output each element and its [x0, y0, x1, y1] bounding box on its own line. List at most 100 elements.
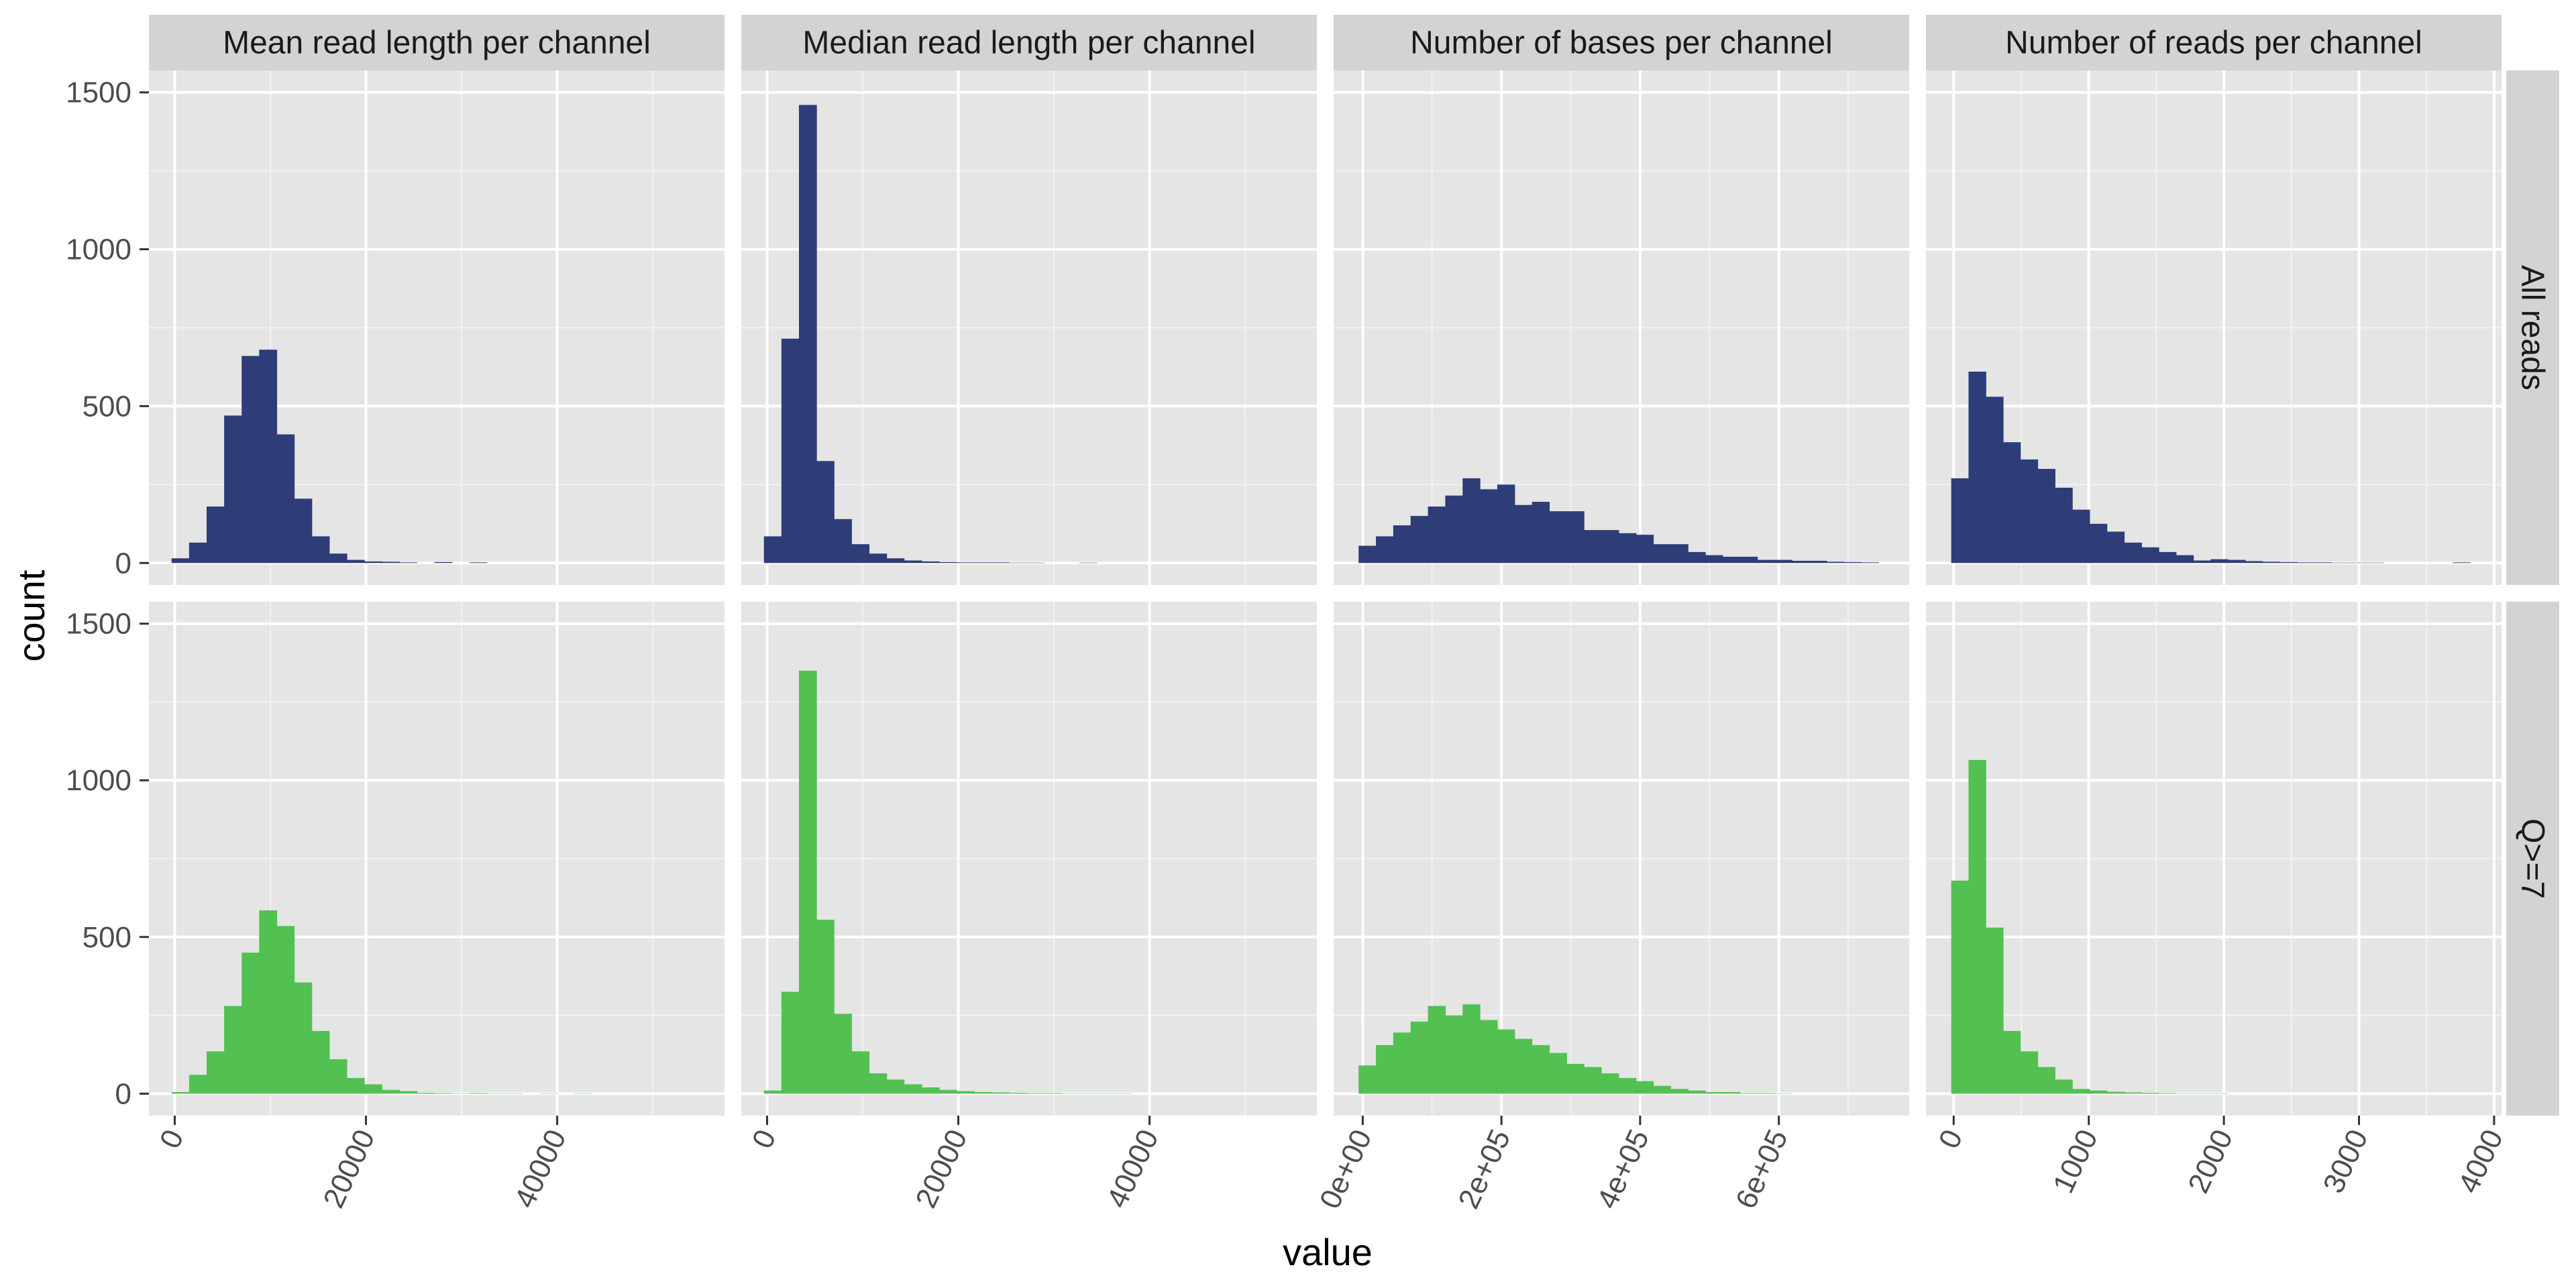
histogram-bar	[886, 558, 905, 564]
histogram-bar	[1618, 533, 1637, 564]
facet-strip-number-of-reads-per-channel	[1926, 15, 2502, 70]
histogram-bar	[2279, 561, 2298, 564]
x-tick-label: 0	[746, 1125, 783, 1154]
histogram-bar	[781, 991, 800, 1094]
histogram-bar	[2072, 509, 2090, 564]
histogram-bar	[1445, 1015, 1463, 1094]
x-tick-label: 20000	[909, 1125, 973, 1214]
histogram-bar	[1480, 1020, 1498, 1094]
histogram-bar	[1635, 535, 1654, 564]
x-tick-label: 0e+00	[1313, 1125, 1379, 1214]
histogram-bar	[1079, 562, 1097, 564]
panel-median-read-length-per-channel-qge7	[741, 602, 1317, 1116]
histogram-bar	[798, 670, 817, 1094]
histogram-bar	[1774, 559, 1792, 564]
histogram-bar	[1843, 561, 1862, 564]
histogram-bar	[904, 1084, 922, 1094]
histogram-bar	[294, 498, 313, 564]
x-tick-label: 20000	[317, 1125, 381, 1214]
histogram-bar	[1653, 544, 1671, 564]
histogram-bar	[1739, 556, 1758, 564]
histogram-bar	[1566, 1063, 1585, 1094]
histogram-bar	[1566, 511, 1585, 564]
histogram-bar	[1809, 560, 1827, 564]
histogram-bar	[346, 559, 365, 564]
y-tick-label: 0	[115, 1077, 131, 1110]
histogram-bar	[1688, 1090, 1706, 1094]
x-tick-label: 4000	[2452, 1125, 2510, 1198]
histogram-bar	[382, 1089, 400, 1094]
histogram-bar	[1722, 556, 1741, 564]
histogram-bar	[1097, 1093, 1115, 1094]
histogram-bar	[1601, 1073, 1619, 1094]
panel-median-read-length-per-channel-all-reads	[741, 70, 1317, 585]
histogram-bar	[2366, 562, 2384, 564]
histogram-bar	[2124, 1092, 2142, 1094]
histogram-bar	[957, 562, 975, 564]
histogram-bar	[2331, 562, 2350, 564]
x-axis-title: value	[1283, 1231, 1373, 1273]
histogram-bar	[869, 553, 888, 564]
histogram-bar	[171, 1091, 190, 1094]
facet-strip-number-of-bases-per-channel	[1334, 15, 1909, 70]
histogram-bar	[2210, 559, 2229, 564]
histogram-bar	[1601, 530, 1619, 564]
histogram-bar	[869, 1073, 888, 1094]
histogram-bar	[2193, 1093, 2211, 1094]
histogram-bar	[904, 560, 922, 564]
histogram-bar	[1358, 1065, 1377, 1094]
y-tick-label: 1000	[66, 233, 131, 266]
y-axis-title: count	[10, 570, 52, 661]
histogram-bar	[1549, 1053, 1567, 1094]
histogram-bar	[2210, 1093, 2229, 1094]
histogram-bar	[1951, 478, 1970, 564]
histogram-bar	[1584, 530, 1602, 564]
histogram-bar	[224, 415, 242, 564]
histogram-bar	[294, 982, 313, 1094]
histogram-bar	[2037, 468, 2055, 564]
histogram-bar	[2003, 442, 2021, 564]
facet-label-number-of-bases-per-channel: Number of bases per channel	[1410, 25, 1833, 61]
histogram-bar	[763, 536, 782, 564]
x-tick-label: 4e+05	[1591, 1125, 1656, 1214]
histogram-bar	[1861, 562, 1880, 564]
y-tick-label: 500	[83, 390, 131, 423]
row-strip-qge7	[2506, 602, 2559, 1116]
histogram-bar	[189, 542, 207, 564]
histogram-bar	[259, 910, 278, 1094]
histogram-bar	[834, 1014, 852, 1094]
histogram-bar	[2141, 547, 2159, 564]
x-tick-label: 1000	[2047, 1125, 2104, 1198]
histogram-bar	[2072, 1089, 2090, 1094]
histogram-bar	[1514, 1038, 1533, 1094]
histogram-bar	[1497, 484, 1515, 564]
histogram-bar	[206, 1051, 225, 1094]
facet-strips: Mean read length per channel Median read …	[149, 15, 2559, 1116]
histogram-bar	[2314, 562, 2332, 564]
histogram-bar	[1009, 562, 1028, 564]
row-strip-all-reads	[2506, 70, 2559, 585]
histogram-bar	[259, 350, 278, 564]
histogram-bar	[329, 1059, 347, 1094]
facet-label-mean-read-length-per-channel: Mean read length per channel	[223, 25, 651, 61]
x-tick-label: 2e+05	[1452, 1125, 1517, 1214]
histogram-bar	[2055, 488, 2073, 564]
histogram-bar	[1428, 1006, 1446, 1094]
histogram-bar	[2089, 1090, 2108, 1094]
histogram-bar	[1549, 511, 1567, 564]
x-tick-label: 40000	[508, 1125, 573, 1214]
row-label-qge7: Q>=7	[2515, 818, 2551, 899]
histogram-bar	[816, 461, 835, 564]
histogram-bar	[1480, 489, 1498, 564]
histogram-bar	[382, 561, 400, 564]
histogram-bar	[364, 561, 382, 564]
histogram-bar	[2106, 1091, 2125, 1094]
histogram-bar	[1757, 559, 1776, 564]
histogram-bar	[2245, 561, 2263, 564]
histogram-bar	[1653, 1085, 1671, 1094]
x-tick-label: 0	[154, 1125, 191, 1154]
histogram-bar	[2106, 531, 2125, 564]
histogram-bar	[1376, 536, 1394, 564]
histogram-bar	[1968, 759, 1986, 1094]
